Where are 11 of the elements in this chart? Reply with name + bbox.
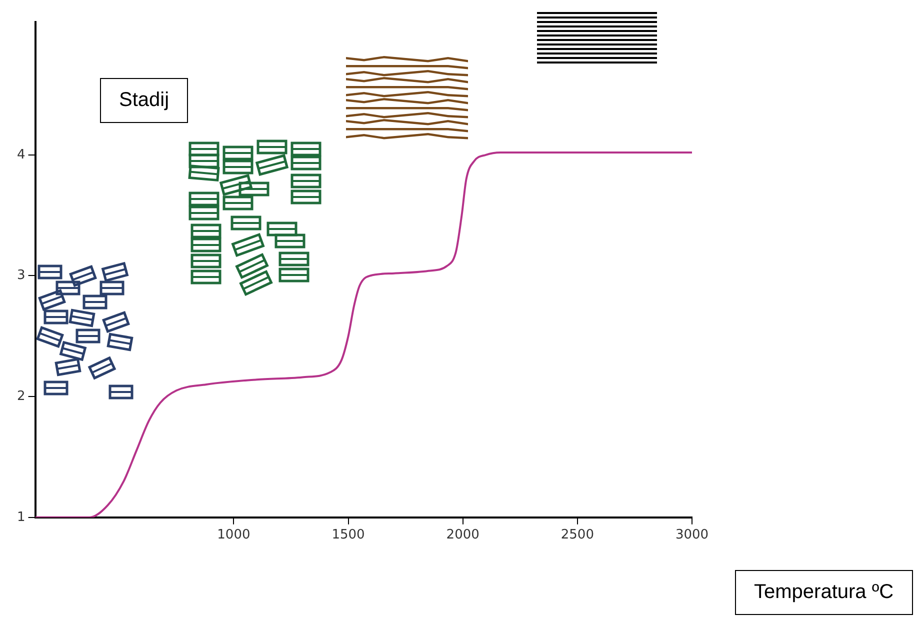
x-tick-label: 1500 bbox=[332, 528, 365, 543]
y-tick-label: 2 bbox=[16, 388, 26, 404]
x-axis-title: Temperatura ºC bbox=[735, 570, 913, 615]
y-axis-title: Stadij bbox=[100, 78, 188, 123]
x-tick-label: 1000 bbox=[217, 528, 250, 543]
y-tick-label: 3 bbox=[16, 268, 26, 284]
y-tick-label: 4 bbox=[16, 147, 26, 162]
y-tick-label: 1 bbox=[16, 510, 26, 525]
x-tick-label: 2000 bbox=[446, 528, 480, 543]
x-tick-label: 3000 bbox=[675, 528, 709, 543]
x-tick-label: 2500 bbox=[560, 528, 594, 543]
